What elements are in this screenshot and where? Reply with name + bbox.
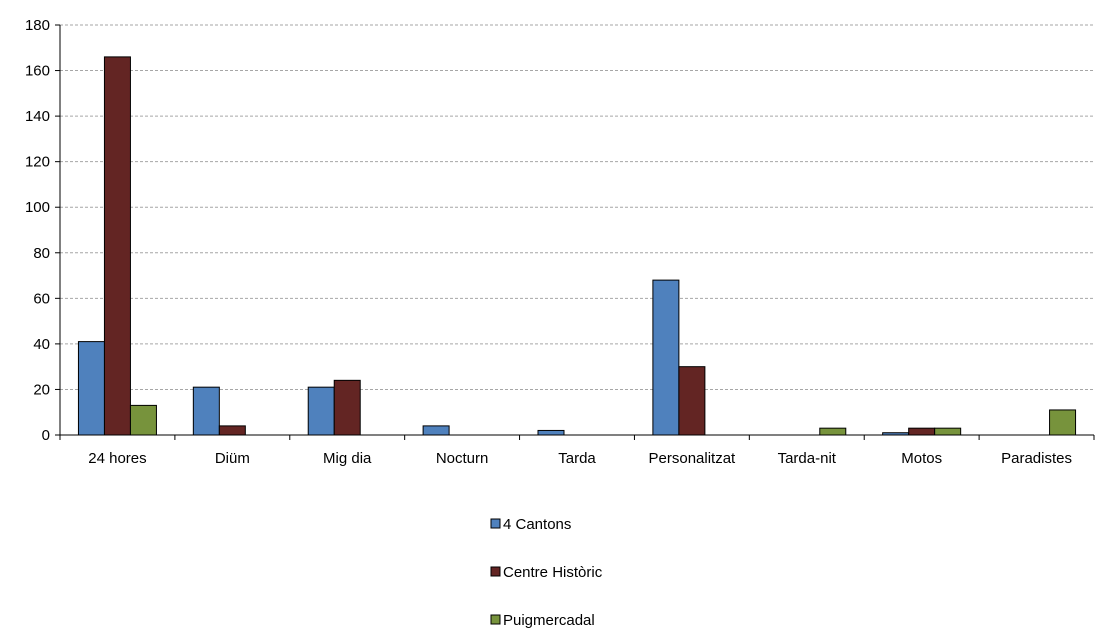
bar (129, 404, 157, 436)
bar (77, 341, 105, 436)
bar (908, 427, 936, 436)
bar (218, 425, 246, 436)
y-tick-label: 0 (42, 427, 50, 444)
axes (59, 25, 1095, 440)
bar (934, 427, 962, 436)
bar (1049, 409, 1077, 436)
x-category-label: Nocturn (436, 450, 489, 467)
y-axis-tick-labels: 0 20 40 60 80 100 120 140 160 180 (25, 17, 60, 444)
legend-label: Puigmercadal (503, 612, 595, 628)
legend-label: Centre Històric (503, 564, 603, 581)
y-tick-label: 160 (25, 63, 50, 80)
bar (192, 386, 220, 436)
x-category-label: Paradistes (1001, 450, 1072, 467)
legend-swatch (490, 614, 501, 625)
legend-swatch (490, 566, 501, 577)
legend-label: 4 Cantons (503, 516, 571, 533)
x-category-label: Personalitzat (649, 450, 737, 467)
bar (307, 386, 335, 436)
gridlines (60, 24, 1094, 390)
x-category-label: Tarda (558, 450, 596, 467)
legend: 4 Cantons Centre Històric Puigmercadal (490, 516, 603, 628)
bar (422, 425, 450, 436)
y-tick-label: 40 (33, 336, 50, 353)
legend-swatch (490, 518, 501, 529)
x-category-label: Mig dia (323, 450, 372, 467)
bar (333, 379, 361, 436)
y-tick-label: 100 (25, 199, 50, 216)
bar (103, 56, 131, 436)
bars (77, 56, 1077, 436)
bar (652, 279, 680, 436)
bar (819, 427, 847, 436)
x-axis-category-labels: 24 hores Diüm Mig dia Nocturn Tarda Personali… (88, 450, 1072, 467)
y-tick-label: 180 (25, 17, 50, 34)
y-tick-label: 140 (25, 108, 50, 125)
x-category-label: Tarda-nit (778, 450, 837, 467)
x-category-label: Motos (901, 450, 942, 467)
y-tick-label: 20 (33, 381, 50, 398)
y-tick-label: 60 (33, 290, 50, 307)
y-tick-label: 80 (33, 245, 50, 262)
y-tick-label: 120 (25, 154, 50, 171)
x-category-label: 24 hores (88, 450, 146, 467)
bar (678, 366, 706, 436)
bar (537, 429, 565, 436)
x-category-label: Diüm (215, 450, 250, 467)
